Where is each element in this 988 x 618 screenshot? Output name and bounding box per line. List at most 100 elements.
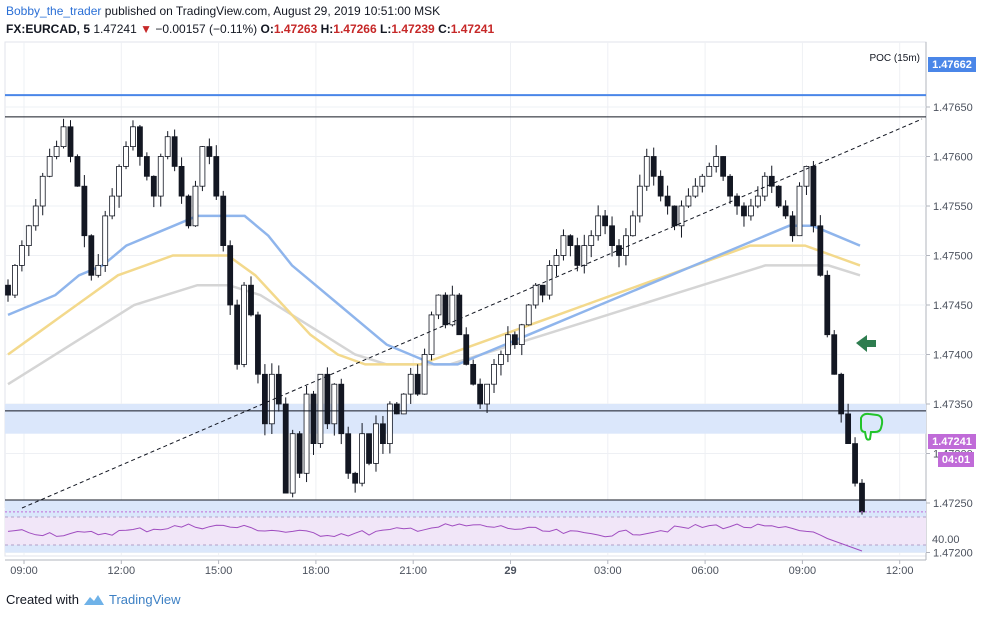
- down-arrow-icon: ▼: [140, 22, 152, 36]
- candle-body: [213, 156, 220, 197]
- y-tick-label: 1.47250: [933, 498, 973, 510]
- candle-body: [852, 443, 858, 484]
- candle-body: [421, 354, 428, 395]
- y-tick-label: 1.47450: [933, 300, 973, 312]
- poc-label: POC (15m): [869, 53, 920, 64]
- rsi-tick-label: 40.00: [932, 534, 960, 546]
- candle-body: [206, 146, 213, 157]
- x-tick-label: 12:00: [886, 565, 914, 577]
- candle-body: [331, 383, 338, 425]
- candle-body: [671, 205, 678, 227]
- candle-body: [220, 195, 227, 247]
- candle-body: [463, 334, 470, 365]
- candle-body: [824, 274, 831, 336]
- candle-body: [185, 195, 192, 227]
- candle-body: [678, 205, 685, 227]
- last-price-text: 1.47241: [932, 436, 972, 448]
- candle-body: [782, 205, 789, 217]
- open-value: 1.47263: [273, 22, 318, 36]
- y-tick-label: 1.47500: [933, 251, 973, 263]
- price-zone: [5, 404, 926, 434]
- candle-body: [796, 185, 803, 237]
- author-link[interactable]: Bobby_the_trader: [6, 4, 102, 18]
- trend-line[interactable]: [21, 118, 923, 509]
- countdown-label: [938, 452, 974, 467]
- candle-body: [581, 245, 588, 266]
- candle-body: [636, 185, 643, 217]
- candle-body: [46, 156, 53, 177]
- time-axis[interactable]: 09:00 12:00 15:00 18:00 21:00 29 03:00 06:00 09:…: [10, 560, 913, 577]
- candle-body: [317, 373, 324, 444]
- poc-price-text: 1.47662: [932, 59, 972, 71]
- y-tick-label: 1.47600: [933, 152, 973, 164]
- candle-body: [859, 482, 865, 513]
- candle-body: [768, 175, 775, 187]
- candle-body: [359, 433, 365, 484]
- candle-body: [609, 225, 615, 247]
- arrow-left-icon[interactable]: [856, 335, 876, 352]
- high-value: 1.47266: [333, 22, 377, 36]
- candle-body: [67, 126, 74, 157]
- candle-body: [5, 284, 11, 296]
- tradingview-logo-icon: [83, 594, 104, 605]
- candle-body: [588, 235, 595, 246]
- candle-body: [713, 156, 720, 167]
- candle-body: [525, 304, 532, 326]
- y-tick-label: 1.47200: [933, 548, 973, 560]
- candle-body: [845, 413, 852, 444]
- candle-body: [366, 433, 372, 464]
- candle-body: [650, 156, 657, 177]
- thumbs-down-icon[interactable]: [860, 412, 884, 441]
- candle-body: [657, 175, 664, 197]
- ema-line: [7, 214, 861, 366]
- rsi-line: [7, 523, 863, 552]
- candle-body: [345, 433, 352, 474]
- candle-body: [754, 195, 761, 207]
- candle-body: [296, 433, 303, 474]
- candle-body: [171, 136, 178, 167]
- candle-body: [137, 126, 143, 157]
- last-price-label: [928, 434, 976, 449]
- candle-body: [560, 235, 567, 256]
- rsi-band: [5, 517, 926, 545]
- candle-body: [761, 175, 768, 197]
- candle-body: [60, 126, 67, 148]
- symbol-legend: FX:EURCAD, 5 1.47241 ▼ −0.00157 (−0.11%)…: [6, 22, 494, 36]
- candle-body: [505, 334, 511, 355]
- publish-info: Bobby_the_trader published on TradingVie…: [6, 4, 440, 18]
- candle-body: [164, 136, 171, 157]
- low-label: L:: [380, 22, 392, 36]
- candle-body: [282, 403, 289, 494]
- candle-body: [310, 393, 317, 445]
- x-tick-label: 12:00: [108, 565, 136, 577]
- candle-body: [241, 284, 247, 365]
- price-axis[interactable]: 1.47650 1.47600 1.47550 1.47500 1.47450 1.474…: [926, 102, 973, 560]
- horizontal-levels: [5, 94, 926, 513]
- candle-body: [39, 175, 46, 207]
- price-pane[interactable]: [4, 41, 927, 509]
- tradingview-brand[interactable]: TradingView: [108, 592, 181, 607]
- candle-body: [53, 146, 60, 157]
- candle-body: [449, 294, 456, 326]
- candle-body: [18, 245, 25, 266]
- candle-body: [261, 373, 268, 425]
- candle-body: [435, 294, 442, 316]
- candle-body: [810, 165, 817, 227]
- created-with-text: Created with: [6, 592, 79, 607]
- candle-body: [234, 304, 241, 365]
- high-label: H:: [320, 22, 334, 36]
- candle-body: [227, 245, 234, 306]
- last-price: 1.47241: [93, 22, 137, 36]
- candle-body: [532, 284, 539, 306]
- candle-body: [352, 472, 359, 484]
- candle-body: [109, 195, 116, 217]
- candle-body: [685, 195, 692, 207]
- candle-body: [393, 403, 400, 415]
- candle-body: [81, 185, 88, 237]
- candle-body: [567, 235, 574, 246]
- x-tick-label: 06:00: [691, 565, 719, 577]
- x-tick-label: 09:00: [789, 565, 817, 577]
- candle-body: [470, 363, 477, 385]
- candle-body: [373, 423, 379, 464]
